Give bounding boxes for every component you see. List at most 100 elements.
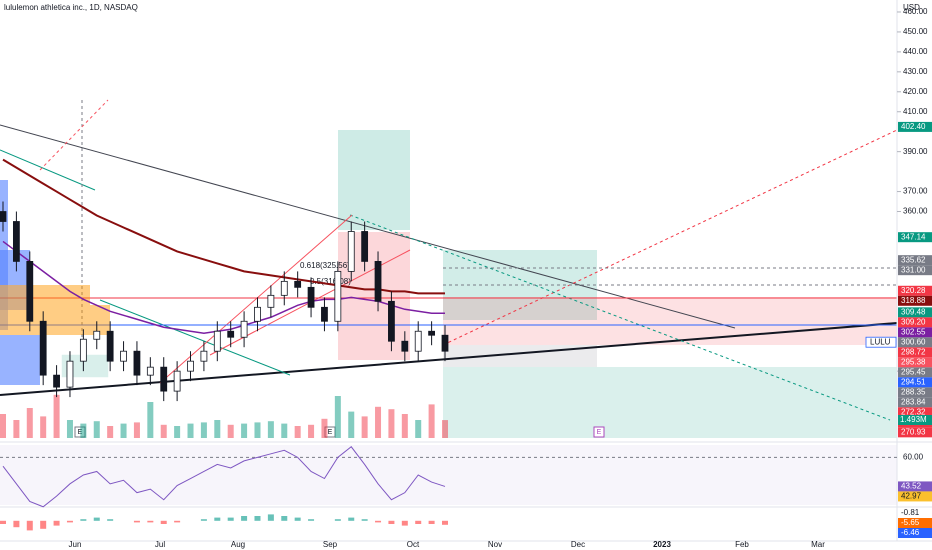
candle-body (146, 366, 154, 376)
macd-bar (133, 520, 140, 523)
macd-bar (348, 517, 355, 521)
macd-bar (80, 519, 87, 521)
price-label: 320.28 (901, 286, 926, 295)
macd-bar (294, 517, 301, 521)
volume-bar (120, 423, 127, 438)
x-tick-label: Dec (571, 540, 585, 549)
price-label: 295.38 (901, 357, 926, 366)
x-tick-label: Nov (488, 540, 502, 549)
currency: USD (903, 3, 920, 12)
y-tick-label: 410.00 (903, 107, 928, 116)
volume-bar (241, 423, 248, 438)
candle-body (267, 294, 275, 308)
chart-title: lululemon athletica inc., 1D, NASDAQ (4, 3, 138, 12)
candle-body (388, 300, 395, 342)
macd-label-bg (898, 518, 932, 528)
trend-line (0, 124, 736, 329)
candle-body (39, 320, 47, 376)
volume-bar (415, 420, 422, 438)
volume-bar (174, 426, 181, 438)
macd-bar (214, 517, 221, 521)
price-label-bg (898, 317, 932, 328)
price-label-bg (898, 295, 932, 306)
volume-bar (388, 409, 395, 438)
price-label-bg (898, 427, 932, 438)
macd-bar (93, 517, 100, 521)
volume-label-bg (898, 415, 932, 425)
volume-bar (401, 414, 408, 438)
channel-line (159, 214, 353, 384)
candle-body (374, 261, 382, 302)
volume-bar (254, 422, 261, 438)
macd-bar (160, 520, 167, 524)
x-tick-label: Jun (69, 540, 82, 549)
target-zone (443, 367, 897, 438)
macd-bar (227, 517, 234, 521)
price-label-bg (898, 357, 932, 368)
price-label: 295.45 (901, 367, 926, 376)
event-marker-text: E (328, 429, 333, 436)
candle-body (12, 221, 20, 262)
macd-bar (0, 520, 6, 524)
long-target-box (338, 130, 410, 230)
candle-body (428, 330, 436, 336)
event-marker-text: E (597, 429, 602, 436)
candle-body (106, 330, 114, 362)
x-tick-label: Sep (323, 540, 338, 549)
volume-bar (334, 396, 341, 438)
volume-bar (348, 411, 355, 438)
macd-label: -5.65 (901, 518, 920, 527)
macd-label: -6.46 (901, 528, 920, 537)
volume-bar (93, 421, 100, 438)
candle-body (160, 366, 168, 392)
price-label-bg (898, 367, 932, 378)
price-label: 309.48 (901, 307, 926, 316)
macd-label-bg (898, 508, 932, 518)
macd-bar (334, 519, 341, 521)
macd-label: -0.81 (901, 508, 920, 517)
price-label-bg (898, 387, 932, 398)
price-label: 347.14 (901, 232, 926, 241)
macd-bar (401, 520, 408, 526)
price-label: 402.40 (901, 122, 926, 131)
volume-bar (321, 418, 328, 438)
ma200-line (2, 158, 445, 295)
candle-body (414, 330, 422, 352)
y-tick-label: 420.00 (903, 87, 928, 96)
macd-bar (361, 519, 368, 521)
price-label-bg (898, 232, 932, 243)
rsi-ma-label: 42.97 (901, 492, 922, 501)
event-marker-text: E (78, 429, 83, 436)
y-tick-label: 460.00 (903, 7, 928, 16)
fib-label: 0.5(316.08) (310, 277, 351, 286)
macd-bar (442, 520, 448, 525)
volume-bar (442, 420, 448, 438)
projection-line (39, 99, 109, 171)
volume-bar (187, 423, 194, 438)
candle-body (173, 370, 181, 392)
volume-bar (107, 426, 114, 438)
candle-body (66, 360, 74, 388)
macd-bar (241, 516, 248, 521)
rsi-label-bg (898, 481, 932, 492)
candle-body (227, 330, 235, 338)
price-label-bg (898, 265, 932, 276)
macd-bar (254, 516, 261, 521)
volume-bar (214, 420, 221, 438)
volume-bar (53, 394, 60, 438)
price-label: 335.62 (901, 255, 926, 264)
macd-bar (308, 519, 315, 521)
event-marker[interactable]: E (593, 426, 605, 438)
fib-label: 0.618(325.56) (300, 261, 350, 270)
price-label: 302.55 (901, 327, 926, 336)
y-tick-label: 430.00 (903, 67, 928, 76)
macd-bar (53, 520, 60, 526)
price-label-bg (898, 397, 932, 408)
volume-bar (375, 406, 382, 438)
rsi-ma-label-bg (898, 491, 932, 502)
candle-body (93, 330, 101, 340)
volume-bar (227, 424, 234, 438)
volume-bar (40, 416, 47, 438)
